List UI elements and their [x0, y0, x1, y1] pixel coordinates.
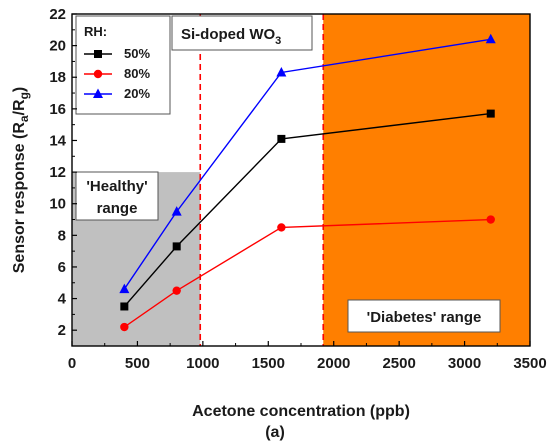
- series-80pct-line: [123, 218, 491, 328]
- y-tick-label-20: 20: [49, 38, 66, 55]
- series-20pct: [119, 33, 496, 294]
- legend-entry-20pct: 20%: [84, 86, 150, 101]
- diabetes-range-label: 'Diabetes' range: [347, 299, 501, 333]
- series-20pct-point-1: [119, 283, 130, 294]
- diabetes-region: [323, 14, 530, 346]
- series-50pct-point-2: [172, 242, 181, 251]
- diabetes-range-label-text: 'Diabetes' range: [367, 309, 482, 326]
- y-tick-label-6: 6: [58, 259, 66, 276]
- legend: RH: 50% 80% 20%: [75, 15, 171, 115]
- healthy-range-label-line1: 'Healthy': [86, 178, 147, 195]
- series-80pct-point-3: [277, 223, 286, 232]
- legend-entry-20pct-label: 20%: [124, 86, 150, 101]
- series-50pct-point-3: [277, 134, 286, 143]
- series-20pct-point-4: [485, 33, 496, 44]
- y-tick-label-22: 22: [49, 6, 66, 23]
- material-annotation-main: Si-doped WO: [181, 26, 275, 43]
- x-tick-label-0: 0: [68, 355, 76, 372]
- data-series: [119, 33, 496, 332]
- x-tick-label-2500: 2500: [382, 355, 415, 372]
- material-annotation: Si-doped WO3: [171, 15, 313, 51]
- threshold-lines: [199, 14, 325, 346]
- x-tick-label-2000: 2000: [317, 355, 350, 372]
- legend-entry-80pct: 80%: [84, 66, 150, 81]
- series-50pct-line: [123, 112, 491, 307]
- y-tick-label-4: 4: [58, 291, 67, 308]
- y-tick-label-8: 8: [58, 227, 66, 244]
- material-annotation-text: Si-doped WO3: [181, 26, 281, 47]
- legend-box: [75, 15, 171, 115]
- legend-entry-20pct-marker: [93, 88, 103, 98]
- y-tick-label-16: 16: [49, 101, 66, 118]
- series-20pct-point-2: [171, 206, 182, 216]
- legend-entry-50pct: 50%: [84, 46, 150, 61]
- series-80pct-point-4: [486, 215, 495, 224]
- series-80pct-point-1: [120, 322, 129, 332]
- series-50pct: [120, 109, 495, 311]
- x-tick-label-500: 500: [125, 355, 150, 372]
- material-annotation-subscript: 3: [275, 35, 281, 47]
- x-tick-label-1000: 1000: [186, 355, 219, 372]
- y-tick-label-14: 14: [49, 132, 66, 149]
- legend-entry-50pct-label: 50%: [124, 46, 150, 61]
- y-axis-title-sub-a: a: [17, 115, 31, 122]
- legend-entry-80pct-label: 80%: [124, 66, 150, 81]
- y-tick-label-2: 2: [58, 322, 66, 339]
- series-80pct-point-2: [172, 286, 181, 295]
- y-axis-title-mid: /R: [11, 99, 28, 115]
- series-20pct-line: [123, 38, 491, 290]
- y-axis-title-end: ): [11, 87, 28, 92]
- legend-title: RH:: [84, 24, 107, 39]
- series-80pct: [120, 215, 495, 332]
- panel-label: (a): [265, 424, 285, 441]
- legend-entry-80pct-marker: [93, 69, 103, 79]
- legend-entries: 50% 80% 20%: [84, 46, 150, 101]
- x-tick-label-1500: 1500: [252, 355, 285, 372]
- y-axis-title: Sensor response (Ra/Rg): [11, 87, 31, 274]
- x-tick-label-3000: 3000: [448, 355, 481, 372]
- healthy-range-label-line2: range: [97, 200, 138, 217]
- y-axis-title-sub-g: g: [17, 92, 31, 99]
- y-tick-label-12: 12: [49, 164, 66, 181]
- x-axis-title: Acetone concentration (ppb): [192, 403, 410, 420]
- material-annotation-box: [171, 15, 313, 51]
- series-50pct-point-1: [120, 302, 129, 311]
- y-tick-label-10: 10: [49, 196, 66, 213]
- axis-ticks: 0 500 1000 1500 2000 2500 3000 3500 2 4 6 8 10 12 14 16…: [49, 6, 546, 372]
- y-tick-label-18: 18: [49, 69, 66, 86]
- series-50pct-point-4: [486, 109, 495, 118]
- y-axis-title-main: Sensor response (R: [11, 122, 28, 274]
- healthy-range-label: 'Healthy' range: [75, 171, 159, 221]
- x-tick-label-3500: 3500: [513, 355, 546, 372]
- series-20pct-point-3: [276, 66, 287, 77]
- legend-entry-50pct-marker: [94, 50, 102, 58]
- healthy-range-label-box: [75, 171, 159, 221]
- diabetes-range-label-box: [347, 299, 501, 333]
